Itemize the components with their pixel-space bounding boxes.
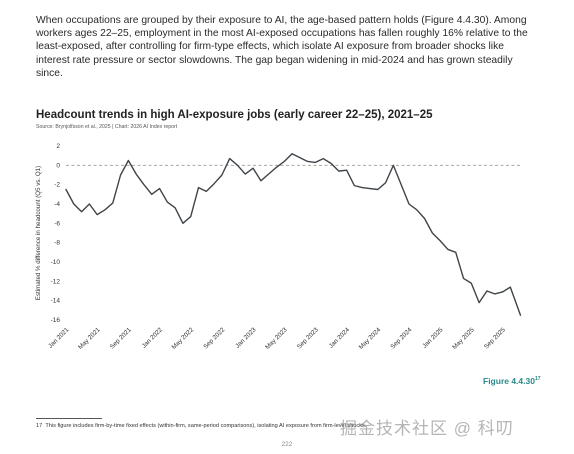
footnote-text: This figure includes firm-by-time fixed … — [45, 423, 367, 429]
footnote-number: 17 — [36, 423, 43, 429]
x-tick-label: May 2021 — [77, 326, 102, 351]
y-tick-label: 0 — [56, 162, 60, 169]
y-tick-label: -6 — [54, 220, 60, 227]
x-tick-label: Jan 2025 — [421, 326, 445, 350]
watermark: 掘金技术社区 @ 科叨 — [340, 419, 514, 438]
x-tick-label: Sep 2023 — [296, 326, 320, 350]
y-axis-label: Estimated % difference in headcount (Q5 … — [35, 166, 42, 300]
x-tick-label: Sep 2022 — [202, 326, 226, 350]
figure-label: Figure 4.4.3017 — [483, 376, 541, 386]
x-tick-label: May 2025 — [451, 326, 476, 351]
x-tick-label: Jan 2022 — [141, 326, 165, 350]
y-tick-label: -10 — [51, 259, 61, 266]
chart-title: Headcount trends in high AI-exposure job… — [36, 109, 433, 121]
figure-label-text: Figure 4.4.30 — [483, 376, 535, 386]
y-tick-label: -14 — [51, 298, 61, 305]
y-tick-label: 2 — [56, 143, 60, 150]
chart-source: Source: Brynjolfsson et al., 2025 | Char… — [36, 124, 178, 130]
y-tick-label: -4 — [54, 201, 60, 208]
footnote: 17 This figure includes firm-by-time fix… — [36, 423, 366, 429]
x-tick-label: May 2024 — [358, 326, 383, 351]
y-tick-label: -12 — [51, 278, 61, 285]
x-tick-label: Sep 2024 — [389, 326, 413, 350]
footnote-divider — [36, 418, 102, 419]
x-tick-label: Sep 2025 — [483, 326, 507, 350]
series-line — [65, 153, 522, 316]
figure-footnote-ref: 17 — [534, 376, 541, 383]
headcount-line-chart: 2 0 -2 -4 -6 -8 -10 -12 -14 -16 Estimated % differ… — [35, 143, 522, 351]
x-tick-label: May 2022 — [171, 326, 196, 351]
y-tick-label: -16 — [51, 317, 61, 324]
x-tick-label: May 2023 — [264, 326, 289, 351]
x-tick-label: Jan 2023 — [234, 326, 258, 350]
page-number: 222 — [281, 441, 293, 448]
intro-paragraph: When occupations are grouped by their ex… — [36, 15, 528, 79]
x-tick-label: Sep 2021 — [109, 326, 133, 350]
y-tick-label: -8 — [54, 240, 60, 247]
x-tick-label: Jan 2021 — [47, 326, 71, 350]
y-tick-label: -2 — [54, 182, 60, 189]
x-tick-label: Jan 2024 — [328, 326, 352, 350]
